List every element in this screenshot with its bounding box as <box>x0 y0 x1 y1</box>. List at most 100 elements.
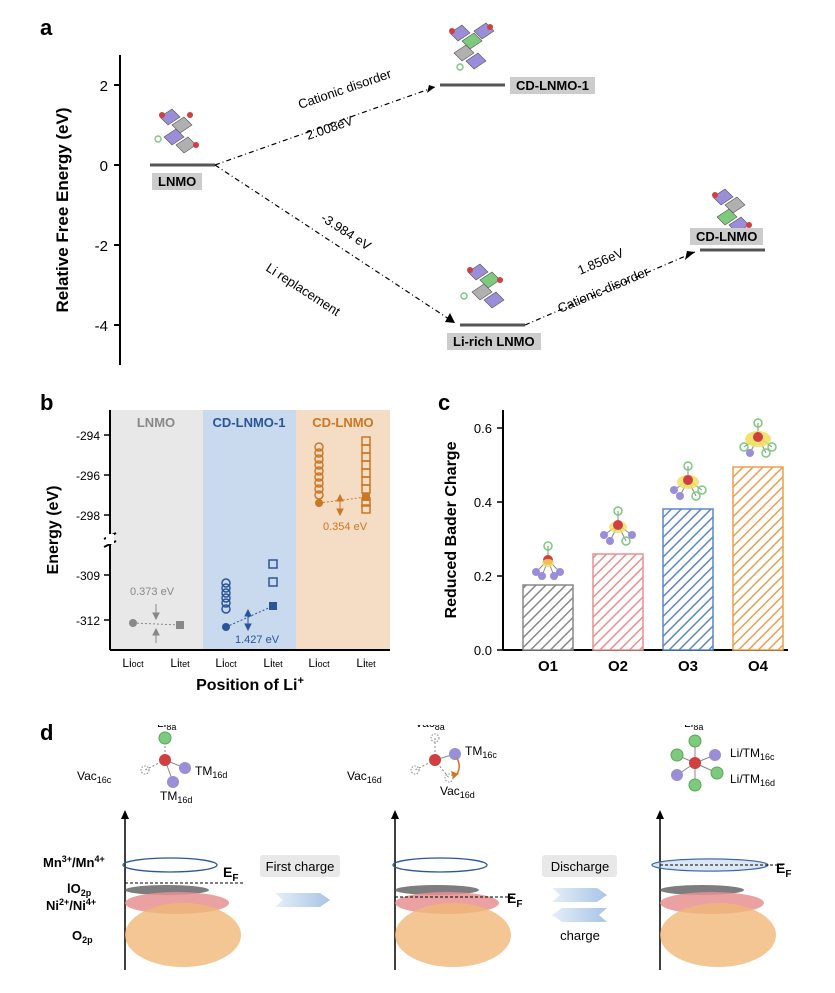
band-2: EF Vac8a TM16c Vac16d Vac16d <box>347 725 522 970</box>
svg-text:-294: -294 <box>76 429 100 443</box>
li-rich-label: Li-rich LNMO <box>447 333 541 350</box>
cd-gap-text: 0.354 eV <box>323 521 368 533</box>
svg-text:-2: -2 <box>95 238 108 255</box>
panel-a-label: a <box>40 15 52 41</box>
svg-text:0.0: 0.0 <box>474 643 492 658</box>
svg-text:Lioct: Lioct <box>215 656 237 670</box>
svg-text:O3: O3 <box>678 658 698 675</box>
panel-b-svg: LNMO CD-LNMO-1 CD-LNMO -294 -296 -298 -3… <box>40 395 420 705</box>
arrow-to-cd-lnmo: 1.856eV Cationic disorder <box>525 245 695 325</box>
y-axis-label-c: Reduced Bader Charge <box>443 441 460 618</box>
svg-text:Ni2+/Ni4+: Ni2+/Ni4+ <box>46 897 96 913</box>
panel-c-label: c <box>438 390 450 416</box>
coord-icon-o4 <box>740 419 776 457</box>
band-3: EF Li8a Li/TM16c Li/TM16d <box>652 725 791 970</box>
svg-text:First charge: First charge <box>266 859 335 874</box>
x-axis-label-b: Position of Li+ <box>196 675 304 694</box>
region-lnmo-label: LNMO <box>137 415 175 430</box>
arrow-to-li-rich: -3.984 eV Li replacement <box>215 165 455 323</box>
svg-text:Cationic disorder: Cationic disorder <box>296 66 394 112</box>
cd-lnmo-1-crystal-icon <box>449 23 494 70</box>
coord-1 <box>141 732 191 788</box>
svg-text:Lioct: Lioct <box>308 656 330 670</box>
svg-text:-309: -309 <box>76 569 100 583</box>
svg-text:Li8a: Li8a <box>684 725 703 732</box>
svg-text:TM16c: TM16c <box>465 744 497 760</box>
y-ticks: 2 0 -2 -4 <box>95 78 120 335</box>
panel-b-label: b <box>40 390 53 416</box>
svg-text:lO2p: lO2p <box>67 881 92 898</box>
svg-text:charge: charge <box>560 928 600 943</box>
svg-text:Li/TM16c: Li/TM16c <box>730 746 775 762</box>
svg-text:-312: -312 <box>76 614 100 628</box>
svg-text:O2: O2 <box>608 658 628 675</box>
panel-a-svg: 2 0 -2 -4 Relative Free Energy (eV) Cati… <box>40 15 800 400</box>
svg-text:Vac16d: Vac16d <box>347 769 382 785</box>
cd-lnmo-crystal-icon <box>712 189 752 233</box>
svg-text:EF: EF <box>223 864 238 884</box>
cd-lnmo-1-label: CD-LNMO-1 <box>510 77 595 94</box>
svg-text:Cationic disorder: Cationic disorder <box>555 264 651 316</box>
li-rich-crystal-icon <box>461 264 504 308</box>
svg-text:0.6: 0.6 <box>474 421 492 436</box>
svg-text:O4: O4 <box>748 658 769 675</box>
svg-text:Li replacement: Li replacement <box>263 260 343 319</box>
y-axis-label-b: Energy (eV) <box>45 486 62 575</box>
region-cd-label: CD-LNMO <box>312 415 373 430</box>
coord-icon-o2 <box>600 507 636 545</box>
svg-text:O1: O1 <box>538 658 558 675</box>
lnmo-crystal-icon <box>152 105 207 153</box>
panel-b-energy-scatter: b LNMO CD-LNMO-1 CD-LNMO -294 -296 -298 … <box>40 395 420 705</box>
svg-text:2: 2 <box>100 78 108 95</box>
bar-o4 <box>733 467 783 650</box>
svg-text:-298: -298 <box>76 509 100 523</box>
svg-text:Vac8a: Vac8a <box>415 725 445 732</box>
panel-a-energy-diagram: a 2 0 -2 -4 Relative Free Energy (eV) Ca… <box>40 15 800 400</box>
bar-o1 <box>523 585 573 650</box>
svg-text:EF: EF <box>776 860 791 880</box>
svg-text:-3.984 eV: -3.984 eV <box>318 210 374 253</box>
first-charge-arrow: First charge <box>260 855 340 907</box>
x-ticks-c: O1 O2 O3 O4 <box>538 658 769 675</box>
cd-lnmo-label: CD-LNMO <box>690 228 763 245</box>
svg-text:Vac16c: Vac16c <box>77 769 112 785</box>
lnmo-gap-text: 0.373 eV <box>130 586 175 598</box>
svg-text:0.4: 0.4 <box>474 495 492 510</box>
svg-text:TM16d: TM16d <box>160 789 192 805</box>
y-axis-label: Relative Free Energy (eV) <box>53 107 72 312</box>
svg-text:-296: -296 <box>76 469 100 483</box>
svg-text:0.2: 0.2 <box>474 569 492 584</box>
band-1: EF Li8a TM16d TM16d Vac16c <box>77 725 245 970</box>
arrow-to-cd1: Cationic disorder 2.008eV <box>215 66 435 165</box>
o2p-band <box>125 903 241 967</box>
svg-text:-4: -4 <box>95 318 108 335</box>
coord-2 <box>411 734 461 782</box>
svg-text:Litet: Litet <box>356 656 376 670</box>
svg-text:Li8a: Li8a <box>157 725 176 732</box>
coord-3 <box>671 735 723 791</box>
svg-text:Litet: Litet <box>263 656 283 670</box>
panel-c-bar-chart: c 0.0 0.2 0.4 0.6 Reduced Bader Charg <box>438 395 808 705</box>
bar-o2 <box>593 554 643 650</box>
coord-icon-o1 <box>532 542 564 580</box>
svg-text:Li/TM16d: Li/TM16d <box>730 772 775 788</box>
lnmo-label: LNMO <box>152 173 202 190</box>
y-ticks-c: 0.0 0.2 0.4 0.6 <box>474 421 503 658</box>
x-ticks-b: Lioct Litet Lioct Litet Lioct Litet <box>122 656 376 670</box>
panel-d-band-diagram: d EF <box>40 725 800 985</box>
svg-text:Vac16d: Vac16d <box>440 784 475 800</box>
bar-o3 <box>663 509 713 650</box>
svg-text:Mn3+/Mn4+: Mn3+/Mn4+ <box>43 854 105 870</box>
panel-d-svg: EF Li8a TM16d TM16d Vac16c <box>40 725 800 985</box>
region-cd1-label: CD-LNMO-1 <box>213 415 286 430</box>
svg-text:O2p: O2p <box>72 928 93 945</box>
coord-icon-o3 <box>670 462 706 500</box>
discharge-charge-arrows: Discharge charge <box>542 855 617 943</box>
svg-text:TM16d: TM16d <box>195 764 227 780</box>
panel-c-svg: 0.0 0.2 0.4 0.6 Reduced Bader Charge <box>438 395 808 705</box>
svg-text:Discharge: Discharge <box>551 859 610 874</box>
cd1-gap-text: 1.427 eV <box>235 634 280 646</box>
svg-text:2.008eV: 2.008eV <box>304 113 355 143</box>
svg-text:EF: EF <box>507 890 522 910</box>
svg-text:1.856eV: 1.856eV <box>575 245 626 278</box>
